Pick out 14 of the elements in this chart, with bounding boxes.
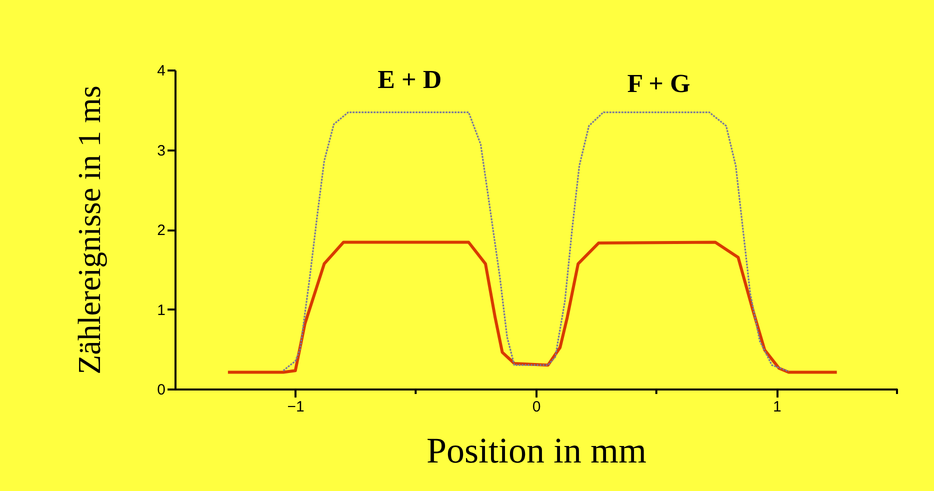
x-tick-label: 0 [532,398,541,416]
annotation: F + G [627,69,690,98]
y-tick-label: 2 [157,222,166,239]
line-series [282,111,790,372]
x-axis-title: Position in mm [426,430,647,470]
y-tick-label: 4 [157,62,166,80]
y-tick-label: 3 [157,142,166,160]
annotation: E + D [378,65,442,94]
x-tick-label: 1 [772,398,782,416]
x-tick-label: −1 [287,398,304,416]
y-tick-label: 1 [157,302,166,319]
y-axis-title: Zählereignisse in 1 ms [71,86,108,374]
line-series [226,240,838,374]
y-tick-label: 0 [157,382,166,398]
